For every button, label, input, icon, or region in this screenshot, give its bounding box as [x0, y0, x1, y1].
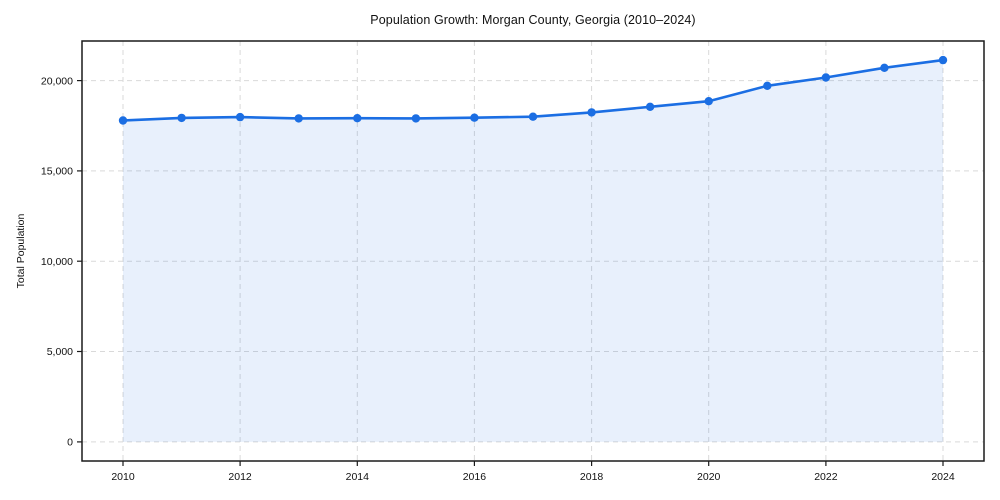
- x-tick-label: 2016: [463, 471, 487, 483]
- y-tick-label: 20,000: [41, 75, 73, 87]
- data-point: [118, 116, 128, 125]
- x-tick-label: 2014: [346, 471, 370, 483]
- data-point: [587, 108, 596, 117]
- data-point: [411, 114, 421, 123]
- chart-title: Population Growth: Morgan County, Georgi…: [370, 13, 696, 27]
- data-point: [645, 102, 655, 112]
- data-point: [821, 73, 831, 82]
- data-point: [938, 55, 948, 65]
- data-point: [704, 97, 713, 106]
- x-tick-label: 2018: [580, 471, 604, 483]
- data-point: [294, 114, 303, 123]
- y-tick-label: 10,000: [41, 256, 73, 268]
- data-point: [353, 114, 362, 123]
- data-point: [177, 113, 186, 123]
- data-point: [880, 63, 889, 72]
- x-tick-label: 2020: [697, 471, 721, 483]
- data-point: [528, 112, 538, 121]
- x-tick-label: 2022: [814, 471, 838, 483]
- data-point: [470, 113, 479, 122]
- y-tick-label: 5,000: [47, 346, 73, 358]
- x-tick-label: 2010: [111, 471, 135, 483]
- y-tick-label: 15,000: [41, 166, 73, 178]
- x-tick-label: 2024: [931, 471, 955, 483]
- plot-border: [81, 40, 985, 462]
- x-tick-label: 2012: [228, 471, 252, 483]
- data-point: [235, 112, 245, 122]
- area-fill: [123, 60, 943, 442]
- data-point: [763, 81, 772, 91]
- y-tick-label: 0: [67, 437, 73, 449]
